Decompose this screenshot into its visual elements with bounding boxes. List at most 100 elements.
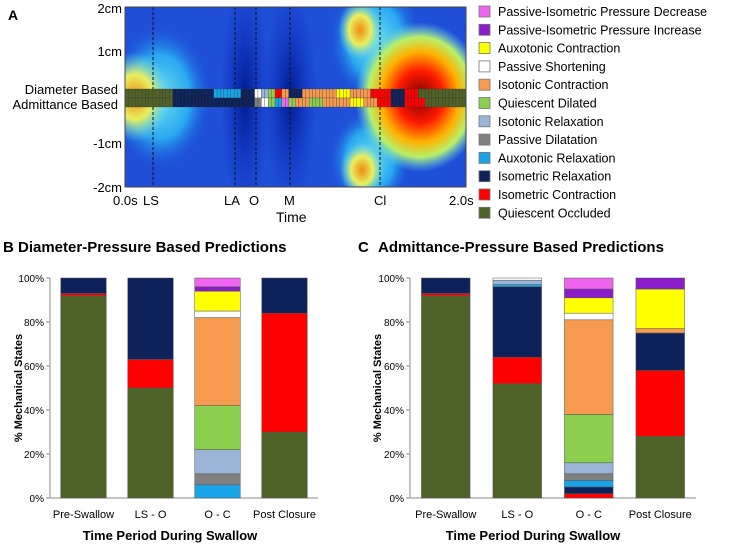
strip-cell xyxy=(431,88,436,99)
strip-cell xyxy=(442,97,446,108)
strip-cell xyxy=(445,88,450,99)
strip-cell xyxy=(428,97,433,108)
bar-segment-isotonic-contraction-o-c xyxy=(194,317,241,406)
strip-cell xyxy=(152,88,156,99)
bar-segment-passive-dilatation-o-c xyxy=(564,473,614,481)
x-tick-label-pre-swallow: Pre-Swallow xyxy=(53,509,114,521)
panel-b-ylabel: % Mechanical States xyxy=(13,334,25,442)
strip-cell xyxy=(240,88,245,99)
bar-segment-passive-shortening-o-c xyxy=(194,310,241,318)
strip-cell xyxy=(281,88,286,99)
strip-cell xyxy=(274,97,279,108)
legend-swatch-passive-shortening xyxy=(478,60,491,73)
bar-segment-passive-isometric-pressure-increase-o-c xyxy=(564,288,614,299)
strip-cell xyxy=(135,88,139,99)
y-tick-label: 20% xyxy=(24,450,44,461)
x-label-ls: LS xyxy=(143,193,159,208)
legend-swatch-isotonic-relaxation xyxy=(478,115,491,128)
bar-segment-auxotonic-contraction-post-closure xyxy=(635,288,685,329)
strip-cell xyxy=(418,88,422,99)
bar-segment-auxotonic-relaxation-ls-o xyxy=(492,284,542,288)
bar-segment-quiescent-occluded-pre-swallow xyxy=(421,295,471,499)
strip-cell xyxy=(162,88,167,99)
strip-cell xyxy=(424,97,429,108)
legend-swatch-passive-isometric-pressure-increase xyxy=(478,23,491,36)
strip-cell xyxy=(370,88,375,99)
row-label-admittance: Admittance Based xyxy=(12,97,118,112)
y-tick-label: 60% xyxy=(384,362,404,373)
strip-cell xyxy=(336,97,340,108)
strip-cell xyxy=(145,88,149,99)
strip-cell xyxy=(387,88,392,99)
legend-label-passive-dilatation: Passive Dilatation xyxy=(498,133,597,147)
strip-cell xyxy=(339,88,344,99)
y-tick-label: 80% xyxy=(384,318,404,329)
legend-label-passive-shortening: Passive Shortening xyxy=(498,60,606,74)
bar-segment-isometric-contraction-o-c xyxy=(564,493,614,499)
strip-cell xyxy=(210,97,214,108)
legend-label-passive-isometric-pressure-increase: Passive-Isometric Pressure Increase xyxy=(498,23,702,37)
strip-cell xyxy=(210,88,214,99)
bar-segment-quiescent-occluded-post-closure xyxy=(635,436,685,499)
x-tick-label-post-closure: Post Closure xyxy=(629,509,692,521)
panel-b-xlabel: Time Period During Swallow xyxy=(83,528,258,543)
strip-cell xyxy=(411,97,415,108)
strip-cell xyxy=(322,97,327,108)
strip-cell xyxy=(244,88,248,99)
strip-cell xyxy=(240,97,245,108)
strip-cell xyxy=(213,88,218,99)
strip-cell xyxy=(414,88,419,99)
strip-cell xyxy=(179,97,184,108)
x-label-2s: 2.0s xyxy=(449,193,474,208)
strip-cell xyxy=(401,97,405,108)
bar-segment-passive-isometric-pressure-increase-o-c xyxy=(194,286,241,292)
strip-cell xyxy=(288,88,293,99)
strip-cell xyxy=(421,88,426,99)
strip-cell xyxy=(268,88,272,99)
strip-cell xyxy=(424,88,429,99)
bar-segment-isotonic-contraction-o-c xyxy=(564,319,614,415)
strip-cell xyxy=(165,97,170,108)
bar-segment-auxotonic-contraction-o-c xyxy=(194,290,241,312)
strip-cell xyxy=(353,88,358,99)
strip-cell xyxy=(257,88,262,99)
strip-cell xyxy=(176,97,180,108)
strip-cell xyxy=(145,97,149,108)
strip-cell xyxy=(162,97,167,108)
strip-cell xyxy=(339,97,344,108)
bar-segment-quiescent-occluded-post-closure xyxy=(261,431,308,499)
strip-cell xyxy=(428,88,433,99)
legend-label-isometric-contraction: Isometric Contraction xyxy=(498,188,616,202)
strip-cell xyxy=(124,88,129,99)
x-tick-label-post-closure: Post Closure xyxy=(253,509,316,521)
y-tick-label: 60% xyxy=(24,362,44,373)
panel-b: B Diameter-Pressure Based Predictions Ti… xyxy=(3,239,318,543)
strip-cell xyxy=(179,88,184,99)
strip-cell xyxy=(462,97,467,108)
x-axis-title-time: Time xyxy=(276,209,307,225)
strip-cell xyxy=(230,88,235,99)
bar-segment-isometric-relaxation-pre-swallow xyxy=(60,277,107,294)
strip-cell xyxy=(448,88,453,99)
strip-cell xyxy=(459,88,463,99)
legend-label-quiescent-occluded: Quiescent Occluded xyxy=(498,206,611,220)
strip-cell xyxy=(213,97,218,108)
bar-segment-isometric-relaxation-post-closure xyxy=(261,277,308,314)
strip-cell xyxy=(445,97,450,108)
y-tick-1cm: 1cm xyxy=(97,44,122,59)
strip-cell xyxy=(298,88,303,99)
strip-cell xyxy=(233,88,238,99)
legend-label-quiescent-dilated: Quiescent Dilated xyxy=(498,97,597,111)
row-label-diameter: Diameter Based xyxy=(25,82,118,97)
y-tick-label: 0% xyxy=(30,494,45,505)
strip-cell xyxy=(128,97,132,108)
strip-cell xyxy=(281,97,286,108)
strip-cell xyxy=(394,88,398,99)
strip-cell xyxy=(230,97,235,108)
strip-cell xyxy=(452,88,456,99)
bar-segment-isometric-relaxation-o-c xyxy=(564,486,614,494)
strip-cell xyxy=(158,88,163,99)
strip-cell xyxy=(172,88,177,99)
strip-cell xyxy=(227,88,231,99)
strip-cell xyxy=(326,88,330,99)
